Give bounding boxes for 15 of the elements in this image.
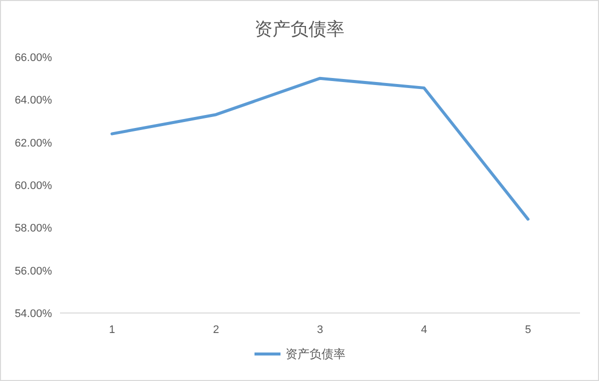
- y-tick-label: 54.00%: [14, 308, 52, 320]
- x-tick-label: 1: [108, 324, 116, 336]
- y-tick-label: 56.00%: [14, 265, 52, 278]
- y-tick-label: 60.00%: [14, 180, 52, 192]
- x-tick-label: 4: [420, 324, 428, 336]
- legend-label: 资产负债率: [286, 347, 346, 361]
- y-tick-label: 66.00%: [14, 52, 52, 64]
- x-tick-label: 3: [316, 324, 324, 336]
- y-tick-label: 64.00%: [14, 94, 52, 107]
- y-tick-label: 62.00%: [14, 137, 52, 150]
- x-tick-label: 5: [524, 324, 532, 336]
- line-series: [110, 76, 530, 221]
- x-tick-label: 2: [212, 324, 220, 336]
- y-tick-label: 58.00%: [14, 222, 52, 235]
- chart-title: 资产负债率: [254, 19, 344, 39]
